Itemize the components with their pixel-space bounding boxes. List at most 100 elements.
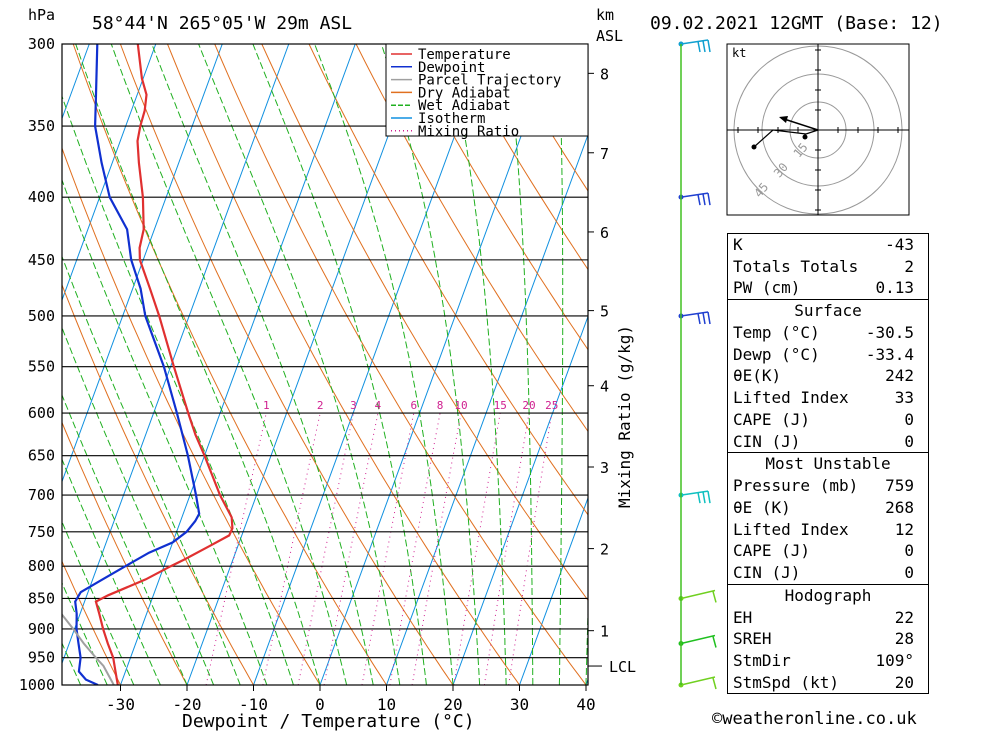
index-row: CIN (J) 0 (728, 562, 928, 584)
isotherm-line (62, 44, 223, 484)
index-row: K -43 (728, 234, 928, 256)
wet-adiabat-line (314, 44, 454, 685)
index-label: Temp (°C) (733, 323, 820, 343)
index-label: Lifted Index (733, 388, 849, 408)
surface-title: Surface (794, 301, 862, 321)
wind-barb (678, 192, 711, 206)
index-row: StmSpd (kt) 20 (728, 672, 928, 694)
index-label: StmSpd (kt) (733, 672, 839, 692)
mixing-ratio-label: 15 (494, 399, 507, 412)
plot-frame (61, 43, 589, 686)
most-unstable-title: Most Unstable (765, 454, 891, 474)
index-value: 109° (875, 651, 914, 670)
hodograph-point (751, 144, 757, 150)
index-value: 0 (904, 541, 914, 561)
x-tick-label: 10 (377, 695, 396, 714)
wet-adiabat-line (62, 458, 161, 685)
dry-adiabat-line (449, 44, 588, 271)
mixing-ratio-line (262, 412, 321, 685)
x-tick-label: -10 (239, 695, 268, 714)
wet-adiabat-line (198, 44, 401, 685)
mixing-ratio-label: 10 (454, 399, 467, 412)
km-unit-label: km (596, 6, 614, 24)
asl-unit-label: ASL (596, 27, 623, 45)
index-value: 28 (894, 629, 914, 649)
isotherm-line (319, 44, 556, 685)
hodograph-point (802, 134, 808, 140)
wet-adiabat-line (585, 595, 588, 685)
index-label: StmDir (733, 651, 791, 670)
index-row: CAPE (J) 0 (728, 540, 928, 562)
index-value: 268 (885, 497, 914, 517)
wet-adiabat-line (75, 44, 321, 685)
wet-adiabat-line (62, 255, 241, 685)
wet-adiabat-line (151, 44, 374, 685)
x-tick-label: 0 (315, 695, 325, 714)
wind-barb (678, 634, 717, 648)
index-row: Lifted Index 33 (728, 387, 928, 409)
index-row: CAPE (J) 0 (728, 409, 928, 431)
index-label: K (733, 235, 743, 254)
legend-label: Dewpoint (418, 60, 485, 76)
legend-label: Wet Adiabat (418, 98, 511, 114)
index-value: 20 (894, 672, 914, 692)
isotherm-line (120, 44, 356, 685)
wet-adiabat-line (252, 44, 427, 685)
index-label: CAPE (J) (733, 409, 811, 429)
km-tick-label: 2 (600, 541, 609, 559)
index-value: 2 (904, 256, 914, 276)
index-value: 0 (904, 409, 914, 429)
pressure-tick-label: 600 (28, 404, 55, 422)
pressure-tick-label: 500 (28, 307, 55, 325)
pressure-tick-label: 950 (28, 649, 55, 667)
wet-adiabat-line (110, 44, 348, 685)
mixing-ratio-label: 25 (545, 399, 558, 412)
pressure-tick-label: 350 (28, 117, 55, 135)
wind-barb (678, 589, 717, 603)
index-value: 12 (894, 519, 914, 539)
dry-adiabat-line (167, 44, 520, 685)
hodograph-trace (753, 129, 819, 148)
pressure-tick-label: 300 (28, 35, 55, 53)
wind-barb (678, 39, 711, 53)
wet-adiabat-line (446, 44, 507, 685)
index-value: -43 (885, 235, 914, 254)
x-tick-label: 20 (443, 695, 462, 714)
mixing-ratio-line (205, 412, 267, 685)
index-label: CIN (J) (733, 562, 801, 582)
index-row: PW (cm) 0.13 (728, 277, 928, 299)
isotherm-line (0, 44, 23, 685)
pressure-tick-label: 400 (28, 188, 55, 206)
wet-adiabat-line (558, 44, 564, 685)
mixing-ratio-label: 4 (375, 399, 382, 412)
isotherm-line (62, 44, 157, 302)
index-row: StmDir 109° (728, 650, 928, 672)
mixing-ratio-label: 8 (437, 399, 444, 412)
dry-adiabat-line (355, 44, 588, 433)
index-value: 33 (894, 388, 914, 408)
pressure-tick-label: 800 (28, 557, 55, 575)
legend-label: Parcel Trajectory (418, 73, 561, 89)
index-row: EH 22 (728, 607, 928, 629)
index-label: PW (cm) (733, 278, 801, 298)
storm-motion-arrow (780, 117, 819, 131)
x-tick-label: -20 (173, 695, 202, 714)
km-tick-label: 8 (600, 65, 609, 83)
mixing-ratio-line (389, 412, 441, 685)
km-tick-label: 1 (600, 623, 609, 641)
pressure-tick-label: 550 (28, 358, 55, 376)
wet-adiabat-line (62, 326, 215, 685)
index-label: Lifted Index (733, 519, 849, 539)
credit-label: ©weatheronline.co.uk (712, 709, 917, 729)
legend-label: Dry Adiabat (418, 85, 511, 101)
datetime-label: 09.02.2021 12GMT (Base: 12) (650, 13, 943, 34)
temperature-profile (94, 44, 234, 685)
indices-table: K -43 Totals Totals 2 PW (cm) 0.13 Surface Te… (727, 233, 929, 695)
index-row: Dewp (°C) -33.4 (728, 344, 928, 366)
isotherm-line (452, 314, 588, 685)
index-value: -30.5 (865, 323, 914, 343)
hodograph-unit: kt (732, 46, 746, 60)
km-tick-label: 4 (600, 378, 609, 396)
